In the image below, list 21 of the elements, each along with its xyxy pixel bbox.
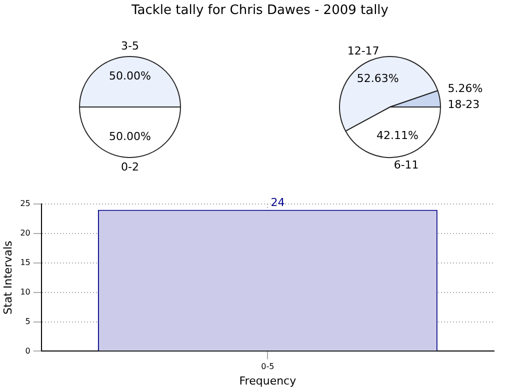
- data-label: 50.00%: [109, 70, 151, 83]
- slice-label: 3-5: [121, 39, 139, 52]
- y-axis-title: Stat Intervals: [1, 240, 14, 314]
- data-label: 24: [270, 196, 285, 210]
- y-tick-label: 15: [20, 258, 30, 267]
- data-label: 50.00%: [109, 130, 151, 144]
- x-axis-title: Frequency: [239, 374, 297, 388]
- y-tick-label: 10: [20, 287, 30, 296]
- y-tick-label: 0: [25, 346, 30, 356]
- y-tick-label: 25: [20, 199, 30, 208]
- data-label: 5.26%: [448, 82, 483, 96]
- slice-label: 18-23: [448, 98, 480, 112]
- slice-label: 0-2: [121, 160, 139, 174]
- x-tick-label: 0-5: [261, 362, 274, 372]
- data-label: 52.63%: [356, 72, 399, 86]
- y-tick-label: 5: [25, 316, 30, 326]
- data-label: 42.11%: [376, 129, 418, 142]
- y-tick-label: 20: [20, 228, 30, 238]
- text: Tackle tally for Chris Dawes - 2009 tally: [130, 2, 390, 20]
- slice-label: 12-17: [347, 44, 380, 58]
- slice-label: 6-11: [394, 158, 419, 172]
